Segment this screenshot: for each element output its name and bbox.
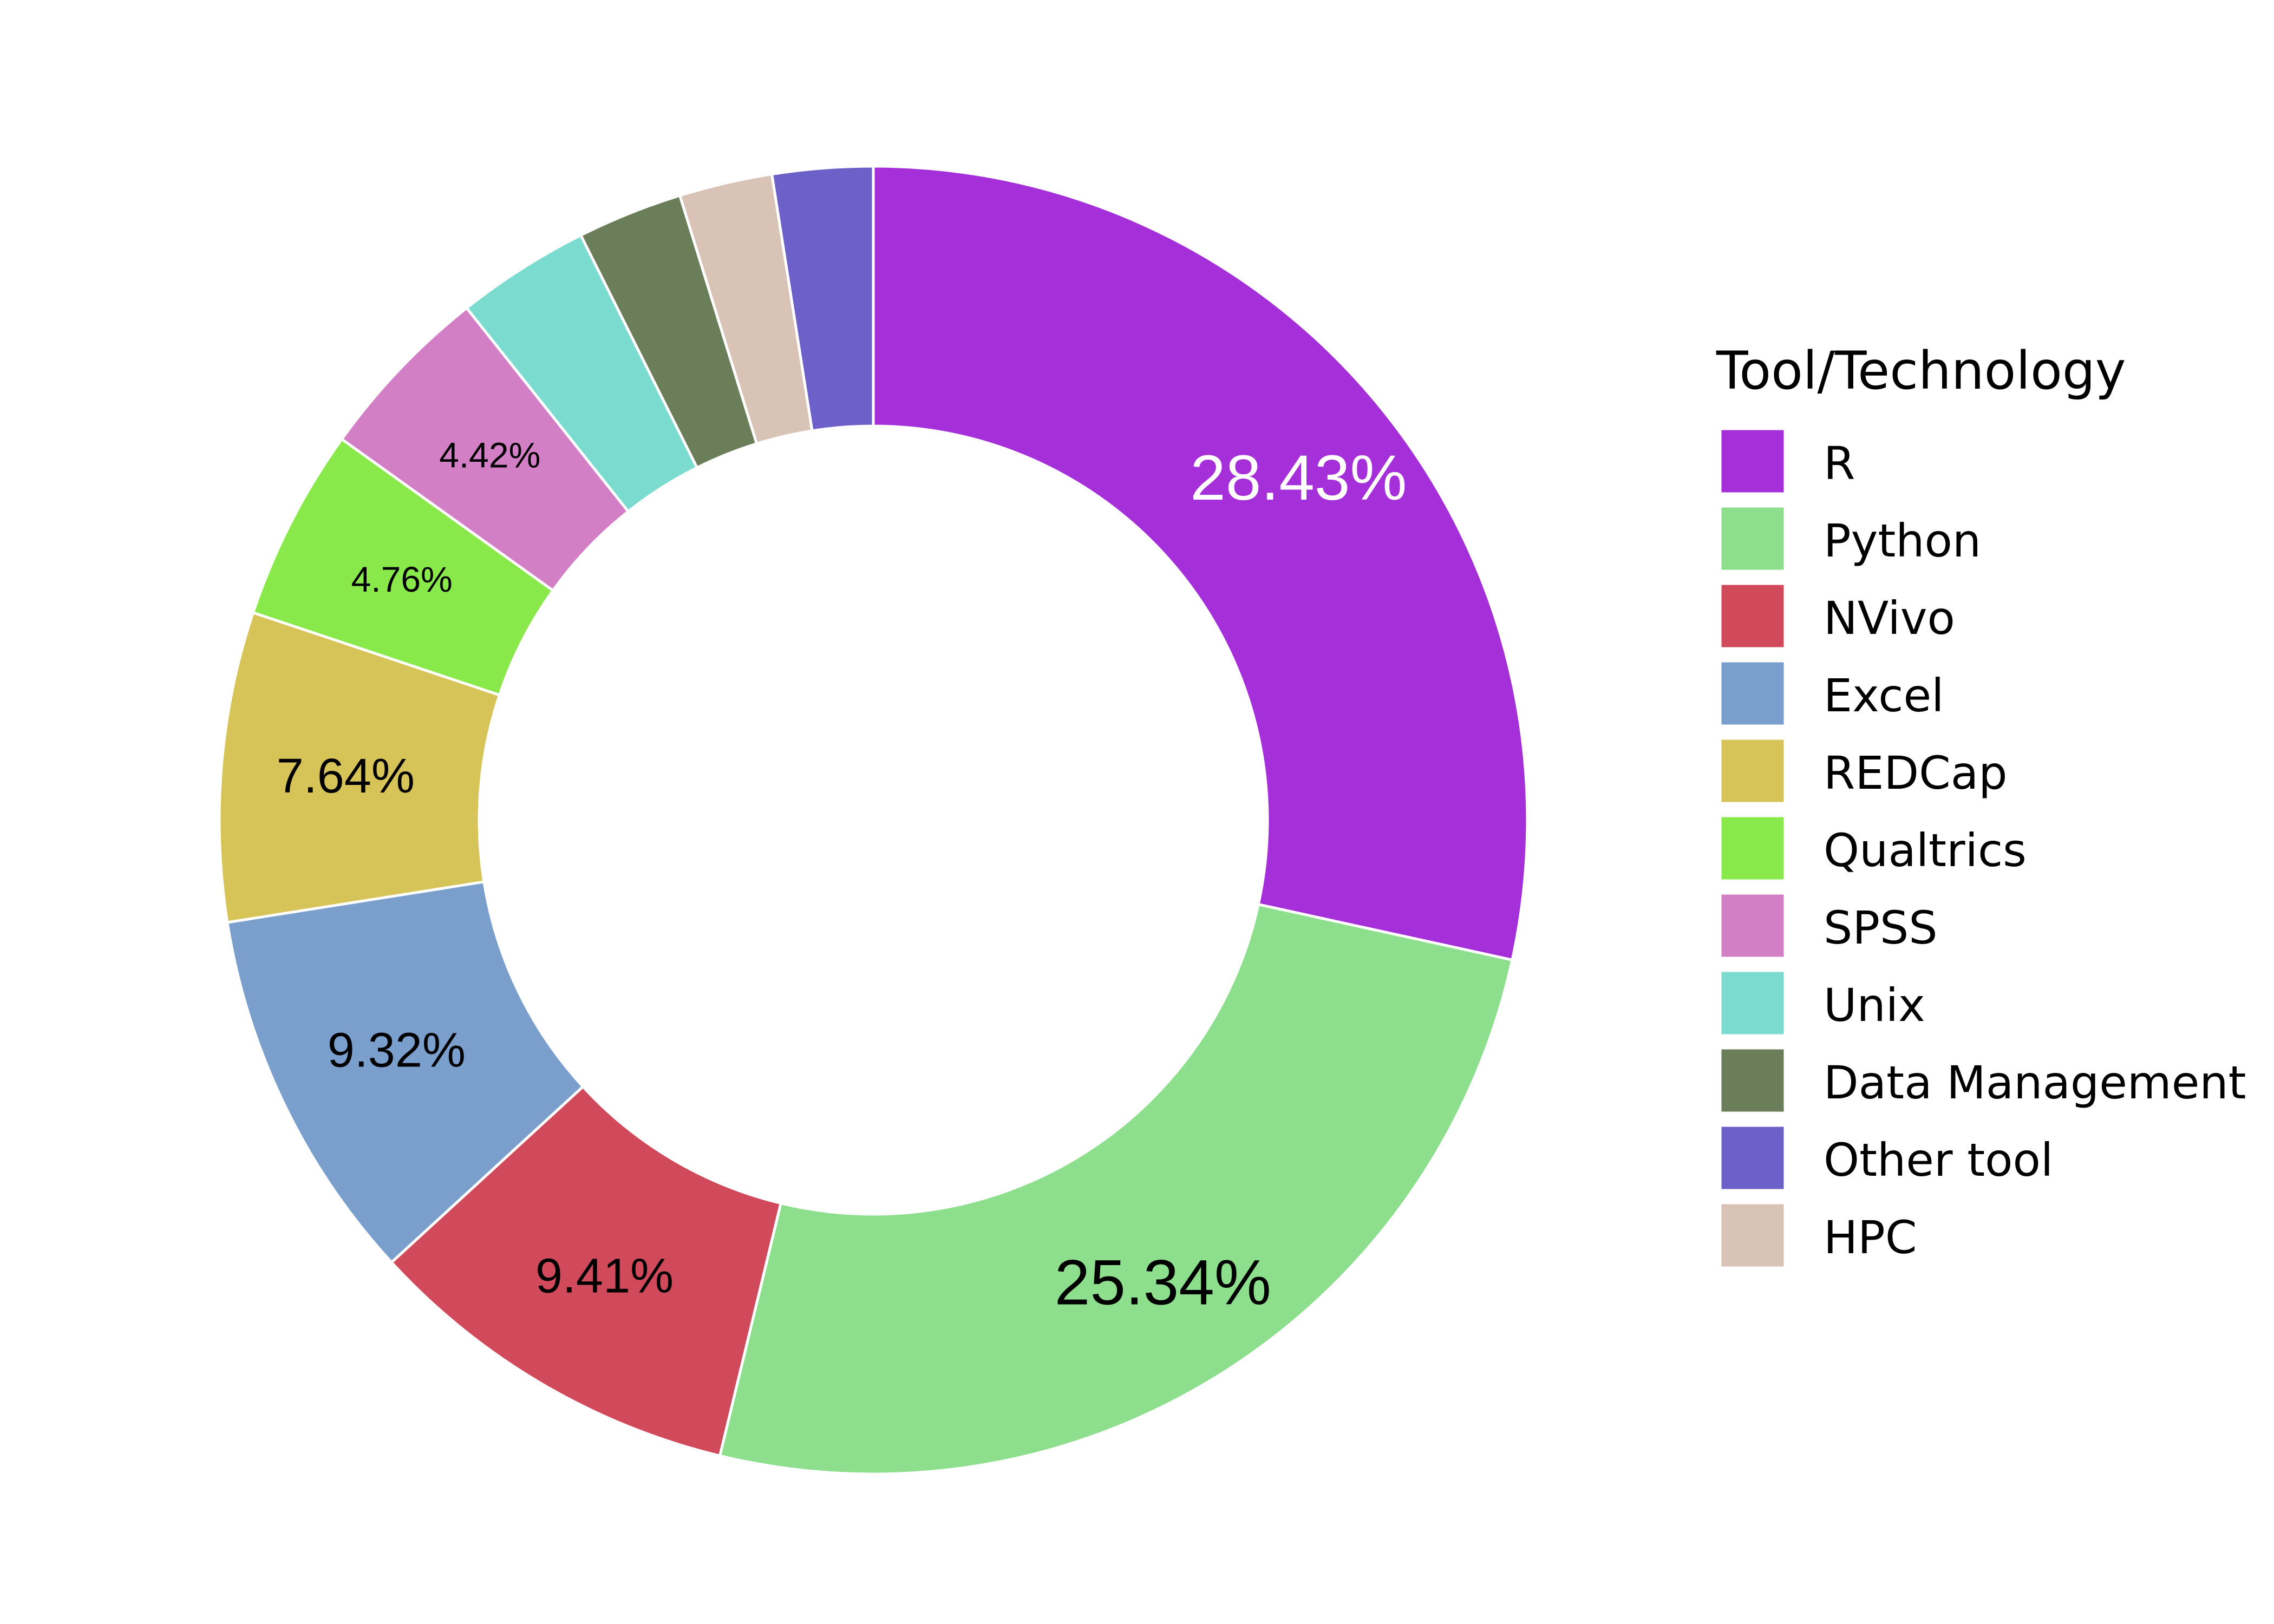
legend-swatch-data-management [1720,1047,1786,1114]
legend-item-python: Python [1720,506,1981,572]
slice-other-tool [770,165,875,433]
legend-item-redcap: REDCap [1720,738,2008,804]
legend-swatch-python [1720,506,1786,572]
legend-label-other-tool: Other tool [1824,1134,2053,1187]
slice-redcap [218,611,501,924]
legend-item-unix: Unix [1720,970,1925,1036]
slice-excel [226,880,585,1265]
slice-nvivo [389,1084,783,1458]
legend-swatch-redcap [1720,738,1786,804]
legend-item-nvivo: NVivo [1720,583,1955,649]
legend-label-excel: Excel [1824,669,1944,722]
legend: Tool/Technology R Python NVivo Excel REDCap Q… [1716,340,2246,1268]
legend-label-data-management: Data Management [1824,1056,2246,1109]
legend-swatch-r [1720,428,1786,494]
legend-label-spss: SPSS [1824,901,1938,954]
legend-swatch-hpc [1720,1202,1786,1268]
slice-label-qualtrics: 4.76% [351,559,453,599]
slice-label-spss: 4.42% [439,435,540,475]
legend-item-data-management: Data Management [1720,1047,2246,1114]
slice-r [872,165,1529,962]
legend-label-redcap: REDCap [1824,746,2008,800]
legend-swatch-excel [1720,660,1786,726]
slice-label-nvivo: 9.41% [535,1249,674,1304]
legend-label-nvivo: NVivo [1824,592,1955,645]
legend-item-excel: Excel [1720,660,1944,726]
legend-label-qualtrics: Qualtrics [1824,824,2027,877]
slice-label-redcap: 7.64% [277,749,415,803]
legend-label-python: Python [1824,514,1981,567]
slice-label-r: 28.43% [1190,442,1407,514]
legend-item-spss: SPSS [1720,893,1938,959]
legend-swatch-other-tool [1720,1125,1786,1191]
legend-item-r: R [1720,428,1855,494]
legend-swatch-qualtrics [1720,815,1786,881]
donut-slices [218,165,1529,1476]
legend-title: Tool/Technology [1716,340,2126,401]
legend-swatch-spss [1720,893,1786,959]
slice-python [718,902,1514,1476]
slice-label-excel: 9.32% [328,1023,466,1077]
legend-label-hpc: HPC [1824,1211,1917,1264]
legend-label-unix: Unix [1824,979,1925,1032]
legend-swatch-unix [1720,970,1786,1036]
slice-label-python: 25.34% [1055,1247,1271,1318]
legend-swatch-nvivo [1720,583,1786,649]
slice-labels: 28.43% 25.34% 9.41% 9.32% 7.64% 4.76% 4.42% [277,435,1407,1319]
legend-label-r: R [1824,437,1855,490]
legend-item-hpc: HPC [1720,1202,1917,1268]
legend-item-qualtrics: Qualtrics [1720,815,2027,881]
legend-item-other-tool: Other tool [1720,1125,2053,1191]
